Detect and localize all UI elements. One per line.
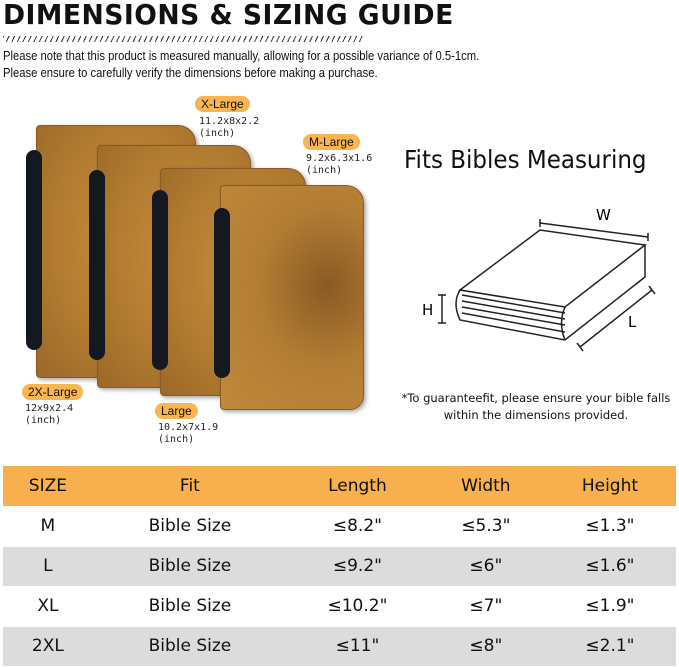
size-badge-m-large: M-Large [303, 134, 360, 150]
table-cell: ≤8" [427, 626, 544, 667]
size-badge-2x-large: 2X-Large [22, 384, 84, 400]
width-label: W [596, 206, 611, 224]
table-cell: L [3, 546, 93, 587]
table-cell: ≤9.2" [287, 546, 428, 587]
table-cell: Bible Size [92, 546, 288, 587]
hatch-divider [3, 36, 363, 42]
table-cell: ≤6" [427, 546, 544, 587]
table-row: M Bible Size ≤8.2" ≤5.3" ≤1.3" [3, 506, 676, 547]
table-cell: ≤7" [427, 586, 544, 627]
size-dims-2x-large: 12x9x2.4 (inch) [25, 403, 74, 426]
table-cell: ≤1.9" [543, 586, 676, 627]
diagram-heading: Fits Bibles Measuring [404, 145, 647, 174]
table-cell: M [3, 506, 93, 547]
size-dims-large: 10.2x7x1.9 (inch) [158, 422, 219, 445]
table-cell: ≤2.1" [543, 626, 676, 667]
table-row: 2XL Bible Size ≤11" ≤8" ≤2.1" [3, 626, 676, 667]
table-cell: Bible Size [92, 506, 288, 547]
note-line-1: Please note that this product is measure… [3, 49, 480, 63]
header-height: Height [543, 466, 676, 506]
size-badge-x-large: X-Large [195, 96, 250, 112]
size-badge-large: Large [155, 403, 198, 419]
size-table: SIZE Fit Length Width Height M Bible Size… [3, 466, 676, 667]
table-row: XL Bible Size ≤10.2" ≤7" ≤1.9" [3, 586, 676, 627]
table-cell: Bible Size [92, 626, 288, 667]
table-cell: ≤1.3" [543, 506, 676, 547]
table-cell: XL [3, 586, 93, 627]
page-title: DIMENSIONS & SIZING GUIDE [3, 0, 454, 31]
table-cell: ≤8.2" [287, 506, 428, 547]
table-row: L Bible Size ≤9.2" ≤6" ≤1.6" [3, 546, 676, 587]
table-cell: Bible Size [92, 586, 288, 627]
header-size: SIZE [3, 466, 93, 506]
note-line-2: Please ensure to carefully verify the di… [3, 66, 378, 80]
size-dims-m-large: 9.2x6.3x1.6 (inch) [306, 153, 373, 176]
book-diagram: W H L [422, 206, 656, 352]
header-fit: Fit [92, 466, 288, 506]
table-cell: ≤10.2" [287, 586, 428, 627]
length-label: L [628, 313, 637, 331]
table-cell: ≤5.3" [427, 506, 544, 547]
table-cell: 2XL [3, 626, 93, 667]
height-label: H [422, 301, 433, 319]
size-dims-x-large: 11.2x8x2.2 (inch) [199, 116, 260, 139]
table-header-row: SIZE Fit Length Width Height [3, 466, 676, 506]
fit-note: *To guaranteefit, please ensure your bib… [401, 391, 671, 422]
table-cell: ≤11" [287, 626, 428, 667]
table-cell: ≤1.6" [543, 546, 676, 587]
header-width: Width [427, 466, 544, 506]
header-length: Length [287, 466, 428, 506]
